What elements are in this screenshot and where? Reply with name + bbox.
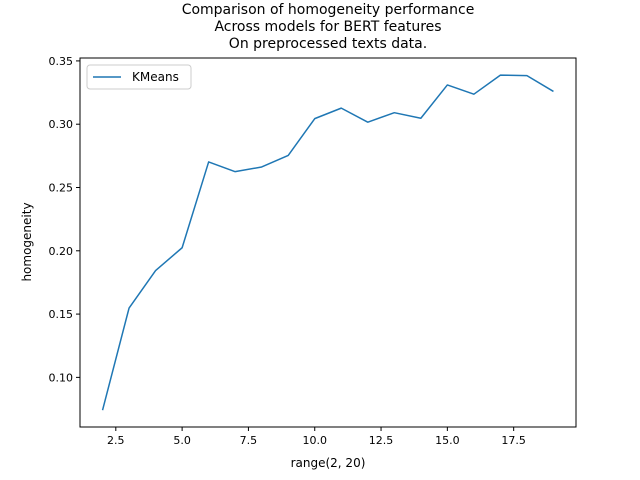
- y-tick-label: 0.10: [49, 371, 74, 384]
- x-axis-label: range(2, 20): [291, 456, 366, 470]
- x-tick-label: 17.5: [501, 434, 526, 447]
- plot-area: 2.5 5.0 7.5 10.0 12.5 15.0 17.5 0.10 0.15 0.20 0.2…: [49, 55, 554, 447]
- y-tick-label: 0.35: [49, 55, 74, 68]
- x-tick-label: 12.5: [369, 434, 394, 447]
- x-tick-label: 15.0: [435, 434, 460, 447]
- x-tick-label: 5.0: [173, 434, 191, 447]
- y-tick-label: 0.15: [49, 308, 74, 321]
- x-tick-label: 10.0: [302, 434, 327, 447]
- series-line-kmeans: [101, 74, 554, 411]
- chart-title-line-2: Across models for BERT features: [214, 19, 441, 35]
- x-tick-label: 2.5: [107, 434, 125, 447]
- legend: KMeans: [86, 64, 192, 90]
- x-tick-label: 7.5: [240, 434, 258, 447]
- legend-box: [86, 64, 192, 90]
- chart-title-line-1: Comparison of homogeneity performance: [182, 2, 475, 18]
- chart-title-line-3: On preprocessed texts data.: [229, 36, 427, 52]
- y-tick-label: 0.20: [49, 245, 74, 258]
- y-tick-label: 0.25: [49, 181, 74, 194]
- y-tick-label: 0.30: [49, 118, 74, 131]
- y-axis-label: homogeneity: [20, 202, 34, 281]
- axes-frame: [79, 57, 577, 428]
- legend-label-kmeans: KMeans: [132, 70, 179, 84]
